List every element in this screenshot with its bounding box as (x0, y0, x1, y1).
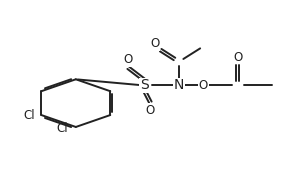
Text: O: O (146, 104, 155, 117)
Text: S: S (140, 78, 149, 92)
Text: O: O (124, 53, 133, 66)
Text: O: O (199, 79, 208, 92)
Text: O: O (233, 51, 242, 64)
Text: N: N (174, 78, 184, 92)
Text: Cl: Cl (24, 109, 36, 122)
Text: O: O (150, 37, 160, 51)
Text: Cl: Cl (57, 122, 68, 135)
